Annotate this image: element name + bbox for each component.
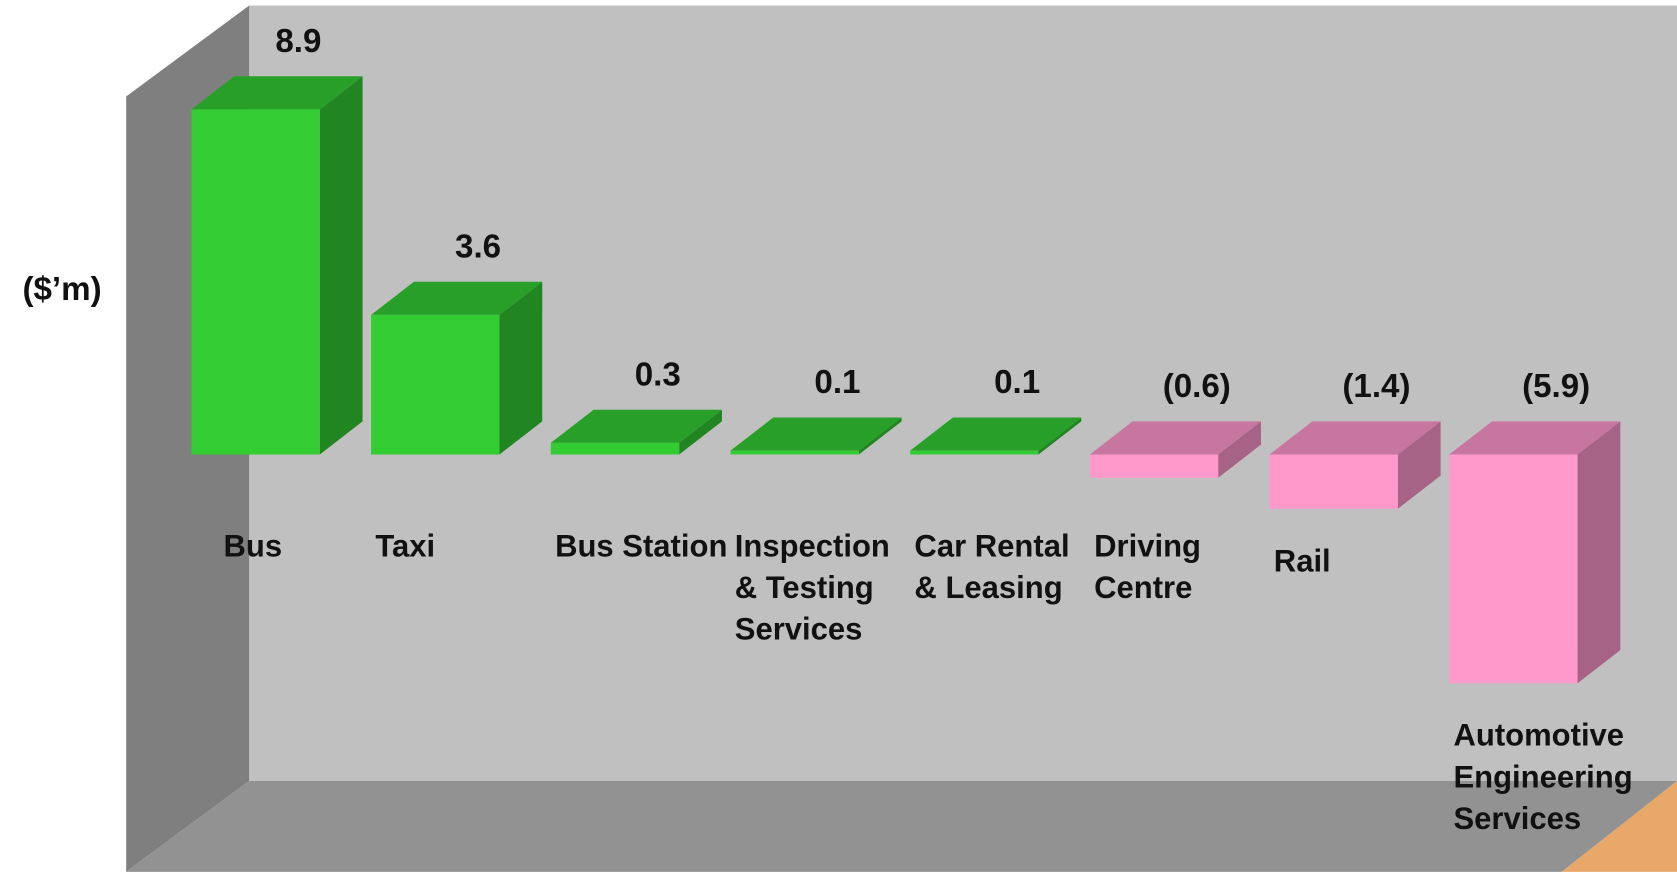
bar xyxy=(1449,421,1621,684)
x-tick-label: Rail xyxy=(1273,544,1331,579)
bar xyxy=(191,76,363,455)
bar-front xyxy=(1089,454,1219,478)
value-label: 0.1 xyxy=(994,364,1040,401)
bar-side xyxy=(1038,417,1082,455)
bar-side xyxy=(499,281,543,455)
floor xyxy=(126,780,1677,872)
x-tick-label: Bus xyxy=(223,529,283,564)
x-tick-label-box: Automotive Engineering Services xyxy=(1453,718,1633,837)
value-label: (5.9) xyxy=(1522,368,1590,405)
bar-side xyxy=(1218,421,1261,478)
value-label: 0.1 xyxy=(814,364,860,401)
bar xyxy=(1269,421,1441,509)
value-label: (1.4) xyxy=(1342,368,1410,405)
x-tick-label-box: Driving Centre xyxy=(1094,529,1201,606)
bar-side xyxy=(679,409,722,455)
bar-top xyxy=(1089,421,1261,455)
bar-front xyxy=(191,109,320,455)
y-axis-label: ($’m) xyxy=(22,271,101,308)
bar-front xyxy=(371,314,500,455)
bar-front xyxy=(1269,454,1398,509)
value-label: (0.6) xyxy=(1163,368,1231,405)
bar-top xyxy=(1449,421,1621,455)
x-tick-label: Bus Station xyxy=(555,529,728,564)
bar-side xyxy=(319,76,363,455)
bar-top xyxy=(730,417,902,451)
value-label: 0.3 xyxy=(635,356,681,393)
x-tick-label-box: Taxi xyxy=(375,529,436,564)
x-tick-label-box: Rail xyxy=(1273,544,1331,579)
bar xyxy=(910,417,1082,455)
back-wall xyxy=(249,5,1677,781)
x-tick-label: Driving Centre xyxy=(1094,529,1201,606)
x-tick-label: Taxi xyxy=(375,529,436,564)
bar-front xyxy=(730,450,859,455)
x-tick-label: Automotive Engineering Services xyxy=(1453,718,1633,837)
bar-top xyxy=(371,281,543,315)
x-tick-label-box: Car Rental & Leasing xyxy=(914,529,1070,606)
bar-front xyxy=(910,450,1039,455)
bar xyxy=(371,281,543,455)
bar-top xyxy=(191,76,363,110)
x-tick-label: Car Rental & Leasing xyxy=(914,529,1070,606)
bar-side xyxy=(1397,421,1441,509)
x-tick-label-box: Bus Station xyxy=(555,529,728,564)
x-tick-label-box: Bus xyxy=(223,529,283,564)
bar-top xyxy=(1269,421,1441,455)
bar-top xyxy=(910,417,1082,451)
value-label: 8.9 xyxy=(275,23,321,60)
bar-front xyxy=(1449,454,1578,684)
bar-top xyxy=(550,409,722,443)
x-tick-label: Inspection & Testing Services xyxy=(734,529,890,648)
bar xyxy=(550,409,722,455)
bar xyxy=(1089,421,1261,478)
bar-side xyxy=(858,417,902,455)
value-label: 3.6 xyxy=(455,228,501,265)
bar-side xyxy=(1577,421,1621,684)
bar-front xyxy=(550,442,680,455)
x-tick-label-box: Inspection & Testing Services xyxy=(734,529,890,648)
bar xyxy=(730,417,902,455)
